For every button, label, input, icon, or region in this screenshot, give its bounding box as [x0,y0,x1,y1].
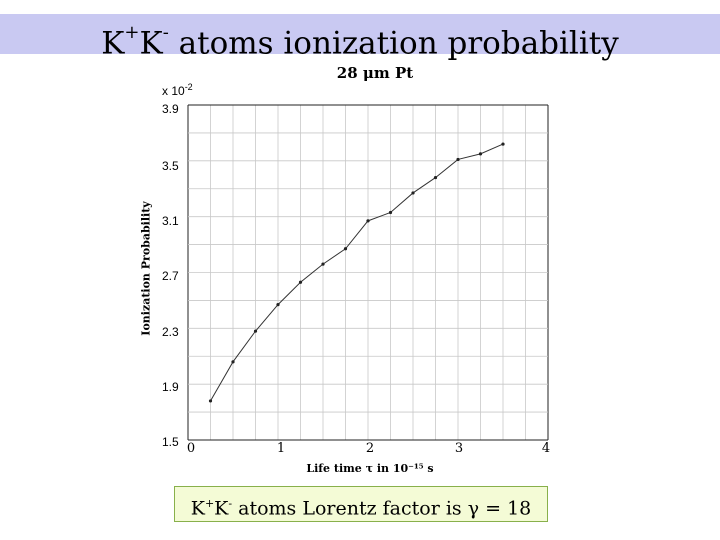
data-point [501,142,505,146]
x-tick-label: 2 [365,441,375,456]
page-title: K+K- atoms ionization probability [101,22,619,62]
data-point [208,399,213,403]
grid [187,104,549,441]
y-tick-label: 3.9 [162,102,179,116]
data-point [433,175,438,180]
data-point [366,219,370,223]
y-tick-label: 3.5 [162,159,179,173]
data-point [411,191,415,195]
x-tick-label: 0 [186,441,196,456]
data-point [343,247,348,251]
y-tick-label: 1.5 [162,435,179,449]
data-point [321,262,325,266]
title-bar [0,14,720,54]
series-line [210,143,504,402]
lorentz-factor-box: K+K- atoms Lorentz factor is γ = 18 [174,486,548,522]
y-tick-label: 2.7 [162,269,179,283]
x-tick-label: 3 [454,441,464,456]
data-point [276,303,280,307]
y-tick-label: 3.1 [162,214,179,228]
data-point [231,360,235,364]
data-point [253,329,258,333]
chart-title: 28 μm Pt [336,64,414,82]
series-group [208,142,505,403]
data-point [298,280,303,284]
y-tick-label: 2.3 [162,325,179,339]
x-tick-label: 4 [541,441,551,456]
x-axis-label: Life time τ in 10⁻¹⁵ s [306,462,434,475]
x-tick-label: 1 [276,441,286,456]
y-tick-label: 1.9 [162,380,179,394]
data-point [388,210,393,215]
data-point [478,152,483,156]
data-point [456,157,460,162]
y-axis-multiplier: x 10-2 [162,82,193,98]
